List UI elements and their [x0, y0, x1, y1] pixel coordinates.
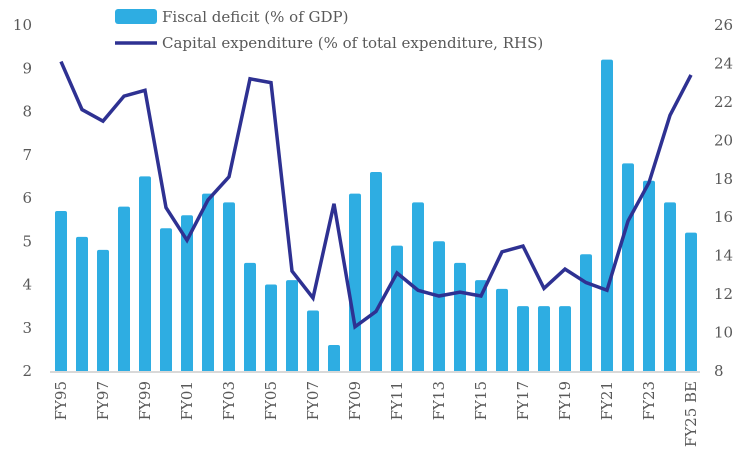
y-left-tick-label: 2	[22, 362, 32, 380]
bar-fy18	[538, 306, 550, 373]
bar-fy24	[664, 202, 676, 373]
line-series-capex	[59, 60, 693, 330]
y-right-tick-label: 8	[714, 362, 724, 380]
bar-fy13	[433, 241, 445, 373]
y-left-tick-label: 10	[13, 16, 32, 34]
bar-fy96	[76, 236, 88, 373]
y-right-tick-label: 22	[714, 93, 733, 111]
y-left-tick-label: 9	[22, 59, 32, 77]
legend-swatch-fiscal-deficit	[115, 9, 157, 24]
x-tick-label: FY15	[472, 381, 490, 420]
bar-fy17	[517, 306, 529, 373]
x-tick-label: FY05	[262, 381, 280, 420]
bar-fy01	[181, 215, 193, 373]
y-right-tick-label: 10	[714, 324, 733, 342]
x-tick-label: FY09	[346, 381, 364, 420]
bar-fy23	[643, 180, 655, 373]
y-right-tick-label: 26	[714, 16, 733, 34]
bar-fy97	[97, 249, 109, 373]
bar-fy22	[622, 163, 634, 373]
y-left-tick-label: 6	[22, 189, 32, 207]
bar-fy03	[223, 202, 235, 373]
bar-fy00	[160, 228, 172, 373]
y-left-tick-label: 5	[22, 232, 32, 250]
bar-fy15	[475, 280, 487, 373]
x-tick-label: FY25 BE	[682, 381, 700, 447]
bar-fy99	[139, 176, 151, 373]
x-tick-label: FY11	[388, 381, 406, 420]
y-left-tick-label: 7	[22, 146, 32, 164]
bar-fy19	[559, 306, 571, 373]
bar-fy02	[202, 193, 214, 373]
x-tick-label: FY03	[220, 381, 238, 420]
bar-series-fiscal-deficit	[55, 59, 697, 373]
bar-fy10	[370, 172, 382, 373]
y-right-tick-label: 20	[714, 131, 733, 149]
y-right-tick-label: 12	[714, 285, 733, 303]
bar-fy04	[244, 262, 256, 373]
bar-fy06	[286, 280, 298, 373]
bar-fy05	[265, 284, 277, 373]
y-right-tick-label: 14	[714, 247, 733, 265]
y-right-tick-label: 24	[714, 54, 733, 72]
x-tick-label: FY01	[178, 381, 196, 420]
y-right-tick-label: 16	[714, 208, 733, 226]
bar-fy20	[580, 254, 592, 373]
x-tick-label: FY13	[430, 381, 448, 420]
y-left-tick-label: 8	[22, 103, 32, 121]
right-axis: 8 10 12 14 16 18 20 22 24 26	[714, 16, 733, 380]
x-tick-label: FY19	[556, 381, 574, 420]
bar-fy14	[454, 262, 466, 373]
legend-label-fiscal-deficit: Fiscal deficit (% of GDP)	[162, 8, 348, 26]
x-tick-label: FY99	[136, 381, 154, 420]
bar-fy95	[55, 210, 67, 373]
left-axis: 2 3 4 5 6 7 8 9 10	[13, 16, 32, 380]
x-axis: FY95 FY97 FY99 FY01 FY03 FY05 FY07 FY09 FY11 FY13…	[52, 381, 700, 447]
legend-label-capex: Capital expenditure (% of total expendit…	[162, 34, 543, 52]
bar-fy12	[412, 202, 424, 373]
x-tick-label: FY97	[94, 381, 112, 420]
bar-fy08	[328, 345, 340, 373]
x-tick-label: FY21	[598, 381, 616, 420]
bar-fy25-be	[685, 232, 697, 373]
bar-fy98	[118, 206, 130, 373]
bar-fy21	[601, 59, 613, 373]
x-tick-label: FY07	[304, 381, 322, 420]
y-right-tick-label: 18	[714, 170, 733, 188]
x-tick-label: FY23	[640, 381, 658, 420]
bar-fy07	[307, 310, 319, 373]
y-left-tick-label: 3	[22, 319, 32, 337]
x-tick-label: FY95	[52, 381, 70, 420]
legend: Fiscal deficit (% of GDP) Capital expend…	[115, 8, 543, 52]
bar-fy09	[349, 193, 361, 373]
y-left-tick-label: 4	[22, 276, 32, 294]
bar-fy11	[391, 245, 403, 373]
bar-fy16	[496, 288, 508, 373]
x-tick-label: FY17	[514, 381, 532, 420]
